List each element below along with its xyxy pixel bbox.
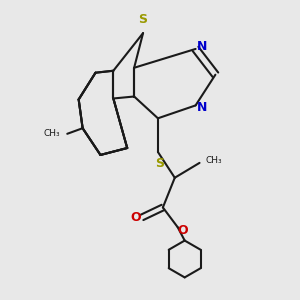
Text: CH₃: CH₃ (43, 129, 60, 138)
Text: O: O (130, 211, 141, 224)
Text: O: O (177, 224, 188, 237)
Text: S: S (139, 13, 148, 26)
Text: CH₃: CH₃ (206, 156, 222, 165)
Text: N: N (197, 101, 207, 114)
Text: S: S (155, 157, 164, 170)
Text: N: N (197, 40, 207, 53)
